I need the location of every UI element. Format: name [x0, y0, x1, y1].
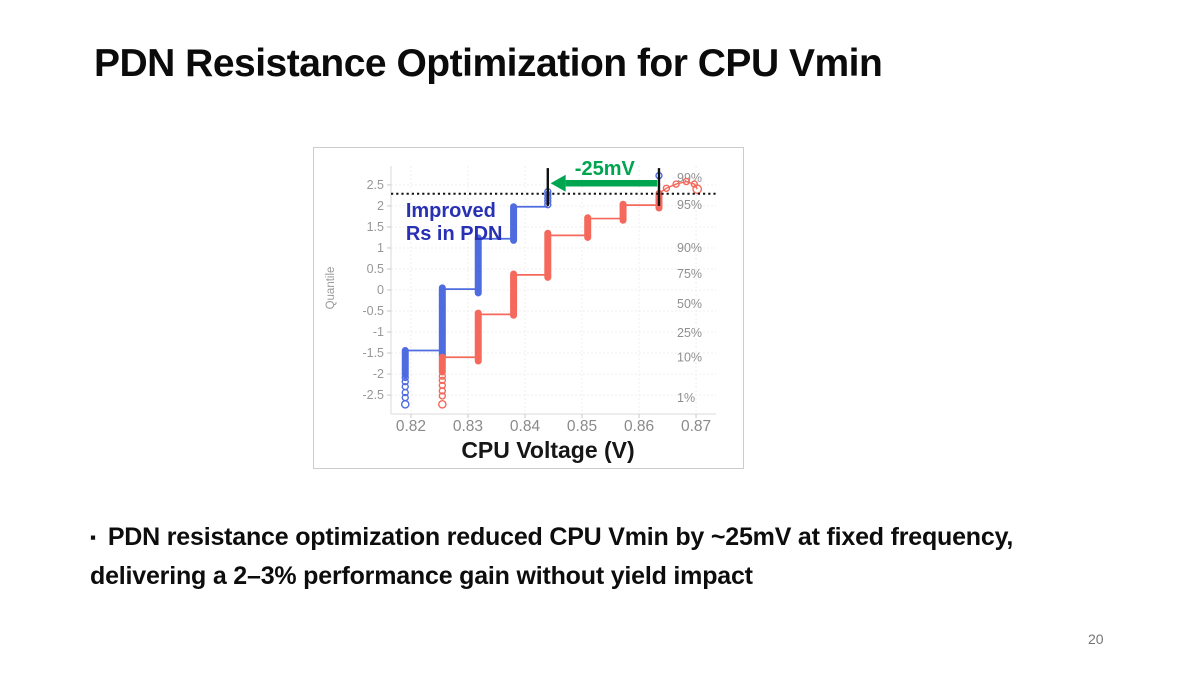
svg-text:90%: 90% — [677, 241, 702, 255]
delta-arrow-label: -25mV — [575, 158, 636, 180]
bullet-text-block: ▪ PDN resistance optimization reduced CPU… — [90, 519, 1120, 595]
svg-text:1%: 1% — [677, 391, 695, 405]
bullet-marker: ▪ — [90, 528, 96, 547]
svg-text:-2: -2 — [373, 367, 384, 381]
svg-text:0: 0 — [377, 283, 384, 297]
svg-text:50%: 50% — [677, 297, 702, 311]
quantile-chart-canvas: 2.5 2 1.5 1 0.5 0 -0.5 -1 -1.5 -2 -2.5 0.82 0.83 0.84… — [325, 158, 716, 463]
svg-text:-2.5: -2.5 — [362, 388, 384, 402]
svg-text:0.85: 0.85 — [567, 418, 597, 435]
svg-text:10%: 10% — [677, 350, 702, 364]
svg-text:0.5: 0.5 — [367, 262, 384, 276]
svg-text:1.5: 1.5 — [367, 220, 384, 234]
svg-text:75%: 75% — [677, 267, 702, 281]
delta-arrow-head — [550, 174, 566, 192]
vmin-quantile-chart-panel: 2.5 2 1.5 1 0.5 0 -0.5 -1 -1.5 -2 -2.5 0.82 0.83 0.84… — [313, 147, 744, 469]
chart-axes: 2.5 2 1.5 1 0.5 0 -0.5 -1 -1.5 -2 -2.5 0.82 0.83 0.84… — [325, 166, 716, 463]
svg-text:-0.5: -0.5 — [362, 304, 384, 318]
svg-text:-1: -1 — [373, 325, 384, 339]
svg-text:-1.5: -1.5 — [362, 346, 384, 360]
svg-text:0.84: 0.84 — [510, 418, 541, 435]
series-label-line-2: Rs in PDN — [406, 223, 503, 245]
bullet-line-2: delivering a 2–3% performance gain witho… — [90, 562, 753, 590]
svg-text:95%: 95% — [677, 198, 702, 212]
svg-text:0.82: 0.82 — [396, 418, 426, 435]
x-axis-title: CPU Voltage (V) — [461, 437, 634, 463]
svg-text:25%: 25% — [677, 326, 702, 340]
svg-text:2: 2 — [377, 199, 384, 213]
bullet-line-1: ▪ PDN resistance optimization reduced CPU… — [90, 519, 1120, 558]
y-axis-title: Quantile — [325, 267, 337, 310]
right-percentile-axis: 99%95%90%75%50%25%10%1% — [677, 171, 702, 405]
svg-text:0.87: 0.87 — [681, 418, 711, 435]
slide-title: PDN Resistance Optimization for CPU Vmin — [94, 42, 883, 85]
svg-text:2.5: 2.5 — [367, 178, 384, 192]
svg-text:0.86: 0.86 — [624, 418, 654, 435]
series-label-line-1: Improved — [406, 200, 496, 222]
bullet-line-1-text: PDN resistance optimization reduced CPU … — [107, 523, 1014, 551]
page-number: 20 — [1088, 631, 1104, 647]
svg-text:1: 1 — [377, 241, 384, 255]
svg-text:0.83: 0.83 — [453, 418, 483, 435]
